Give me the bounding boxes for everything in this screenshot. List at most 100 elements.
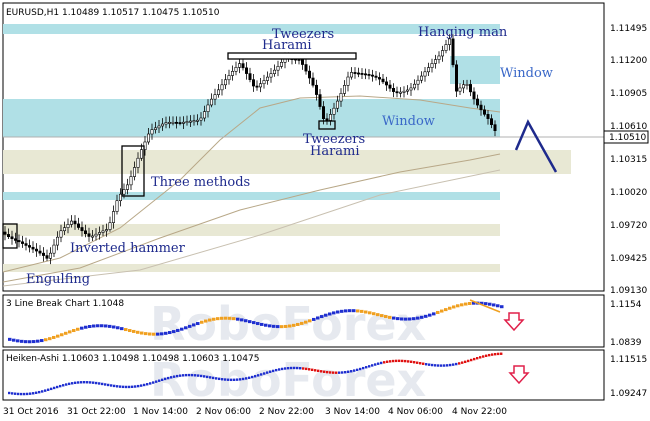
candle-body (318, 94, 322, 107)
candle-body (384, 81, 388, 86)
candle-body (80, 227, 84, 232)
line-break-block (8, 337, 12, 341)
heiken-ashi-bar (476, 357, 479, 360)
line-break-block (44, 338, 48, 342)
candle-body (409, 87, 413, 91)
heiken-ashi-bar (263, 372, 266, 375)
candle-body (412, 83, 416, 89)
candle-body (38, 250, 42, 254)
candle-body (416, 79, 420, 85)
heiken-ashi-bar (218, 377, 221, 381)
candle-body (391, 87, 395, 92)
line-break-block (124, 328, 128, 332)
heiken-ashi-bar (62, 384, 65, 387)
heiken-ashi-bar (299, 367, 302, 370)
candle-body (185, 121, 189, 124)
candle-body (458, 87, 462, 92)
heiken-ashi-bar (236, 378, 239, 381)
heiken-ashi-bar (104, 383, 107, 386)
heiken-ashi-bar (449, 363, 452, 367)
heiken-ashi-bar (71, 382, 74, 385)
heiken-ashi-bar (17, 392, 20, 396)
line-break-block (248, 320, 252, 324)
line-break-block (436, 310, 440, 314)
line-break-block (336, 310, 340, 314)
line-break-block (292, 323, 296, 327)
line-break-block (392, 316, 396, 320)
candle-body (335, 100, 339, 109)
candle-body (101, 230, 105, 233)
line-break-axis-tick: 1.0839 (610, 338, 642, 348)
candlestick-series (3, 34, 497, 265)
heiken-ashi-bar (122, 385, 125, 389)
line-break-block (424, 314, 428, 318)
line-break-block (184, 326, 188, 330)
candle-body (252, 79, 256, 87)
heiken-ashi-bar (113, 384, 116, 388)
line-break-block (80, 326, 84, 330)
candle-body (119, 193, 123, 202)
candle-body (133, 167, 137, 177)
heiken-ashi-bar (215, 377, 218, 380)
line-break-block (100, 324, 104, 328)
candle-body (468, 84, 472, 93)
candle-body (300, 59, 304, 65)
heiken-ashi-bar (143, 383, 146, 387)
heiken-ashi-bar (41, 390, 44, 393)
candle-body (314, 84, 318, 95)
heiken-ashi-bar (155, 380, 158, 383)
line-break-block (12, 338, 16, 342)
line-break-block (132, 329, 136, 333)
heiken-ashi-bar (224, 378, 227, 381)
heiken-ashi-bar (425, 363, 428, 366)
candle-body (367, 74, 371, 76)
candle-body (178, 122, 182, 125)
annotation-tweezers-bottom: Tweezers (303, 132, 365, 147)
line-break-tail (469, 299, 501, 313)
heiken-ashi-bar (47, 388, 50, 391)
price-tick: 1.11200 (610, 56, 647, 66)
candle-body (451, 38, 455, 66)
heiken-ashi-bar (347, 370, 350, 373)
heiken-ashi-bar (482, 355, 485, 358)
line-break-block (204, 319, 208, 323)
heiken-ashi-bar (68, 382, 71, 386)
candle-body (175, 121, 179, 124)
time-axis: 31 Oct 2016 31 Oct 22:00 1 Nov 14:00 2 N… (3, 407, 507, 417)
heiken-ashi-bar (335, 371, 338, 374)
heiken-ashi-bar (443, 364, 446, 367)
candle-body (342, 85, 346, 94)
line-break-block (432, 312, 436, 316)
candle-body (472, 91, 476, 100)
heiken-ashi-bar (14, 392, 17, 395)
candle-body (91, 235, 95, 238)
line-break-block (500, 305, 504, 309)
line-break-block (72, 329, 76, 333)
line-break-block (200, 320, 204, 324)
heiken-ashi-bar (170, 376, 173, 379)
heiken-ashi-bar (227, 378, 230, 381)
candle-body (182, 121, 186, 124)
annotation-inverted-hammer: Inverted hammer (70, 241, 186, 256)
main-chart-header: EURUSD,H1 1.10489 1.10517 1.10475 1.1051… (6, 8, 220, 18)
candle-body (405, 89, 409, 92)
annotation-tweezers-top: Tweezers (272, 27, 334, 42)
candle-body (213, 94, 217, 100)
heiken-ashi-bar (491, 353, 494, 356)
line-break-block (156, 332, 160, 336)
forecast-arrow (514, 119, 558, 173)
candle-body (388, 84, 392, 89)
heiken-ashi-bar (464, 360, 467, 364)
line-break-block (236, 317, 240, 321)
heiken-ashi-bar (278, 368, 281, 371)
candle-body (482, 109, 486, 115)
heiken-ashi-bar (260, 373, 263, 376)
line-break-block (480, 301, 484, 305)
candle-body (227, 75, 231, 81)
tweezers-harami-top-box (227, 52, 357, 60)
candle-body (279, 62, 283, 67)
line-break-block (252, 321, 256, 325)
heiken-ashi-bar (134, 385, 137, 388)
line-break-block (152, 332, 156, 336)
heiken-ashi-bar (329, 371, 332, 374)
